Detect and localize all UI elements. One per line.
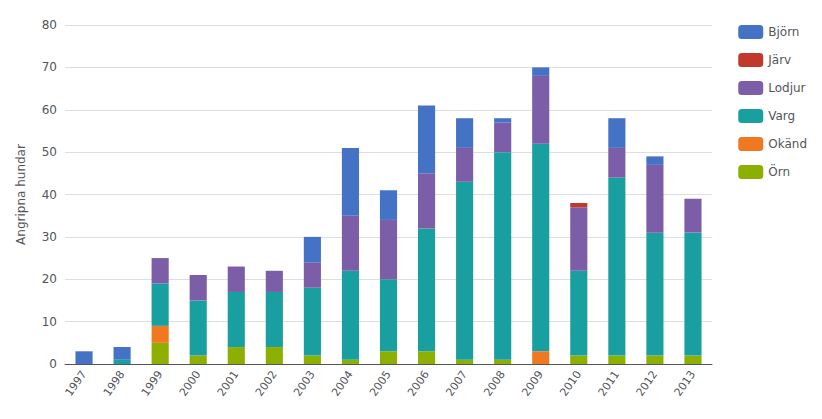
svg-text:2009: 2009	[519, 368, 546, 398]
svg-text:2003: 2003	[291, 368, 318, 398]
svg-text:60: 60	[42, 103, 57, 117]
svg-text:0: 0	[49, 357, 57, 371]
svg-text:1997: 1997	[63, 368, 90, 398]
svg-text:Okänd: Okänd	[768, 137, 807, 151]
svg-text:Varg: Varg	[768, 109, 795, 123]
svg-text:Angripna hundar: Angripna hundar	[14, 144, 28, 245]
svg-text:Lodjur: Lodjur	[768, 81, 805, 95]
svg-text:70: 70	[42, 60, 57, 74]
svg-text:2012: 2012	[634, 368, 661, 398]
svg-text:40: 40	[42, 188, 57, 202]
svg-text:2002: 2002	[253, 368, 280, 398]
svg-text:2013: 2013	[672, 368, 699, 398]
svg-text:Järv: Järv	[767, 53, 791, 67]
svg-text:1999: 1999	[139, 368, 166, 398]
svg-text:2007: 2007	[443, 368, 470, 398]
svg-text:1998: 1998	[101, 368, 128, 398]
svg-text:2011: 2011	[595, 368, 622, 398]
svg-text:2008: 2008	[481, 368, 508, 398]
svg-text:2000: 2000	[177, 368, 204, 398]
svg-text:2010: 2010	[557, 368, 584, 398]
svg-text:Örn: Örn	[768, 163, 790, 179]
svg-text:50: 50	[42, 145, 57, 159]
svg-text:2004: 2004	[329, 368, 356, 398]
svg-text:10: 10	[42, 315, 57, 329]
svg-text:2001: 2001	[215, 368, 242, 398]
svg-text:30: 30	[42, 230, 57, 244]
svg-text:2005: 2005	[367, 368, 394, 398]
svg-text:Björn: Björn	[768, 25, 799, 39]
svg-text:20: 20	[42, 272, 57, 286]
svg-text:2006: 2006	[405, 368, 432, 398]
svg-text:80: 80	[42, 18, 57, 32]
